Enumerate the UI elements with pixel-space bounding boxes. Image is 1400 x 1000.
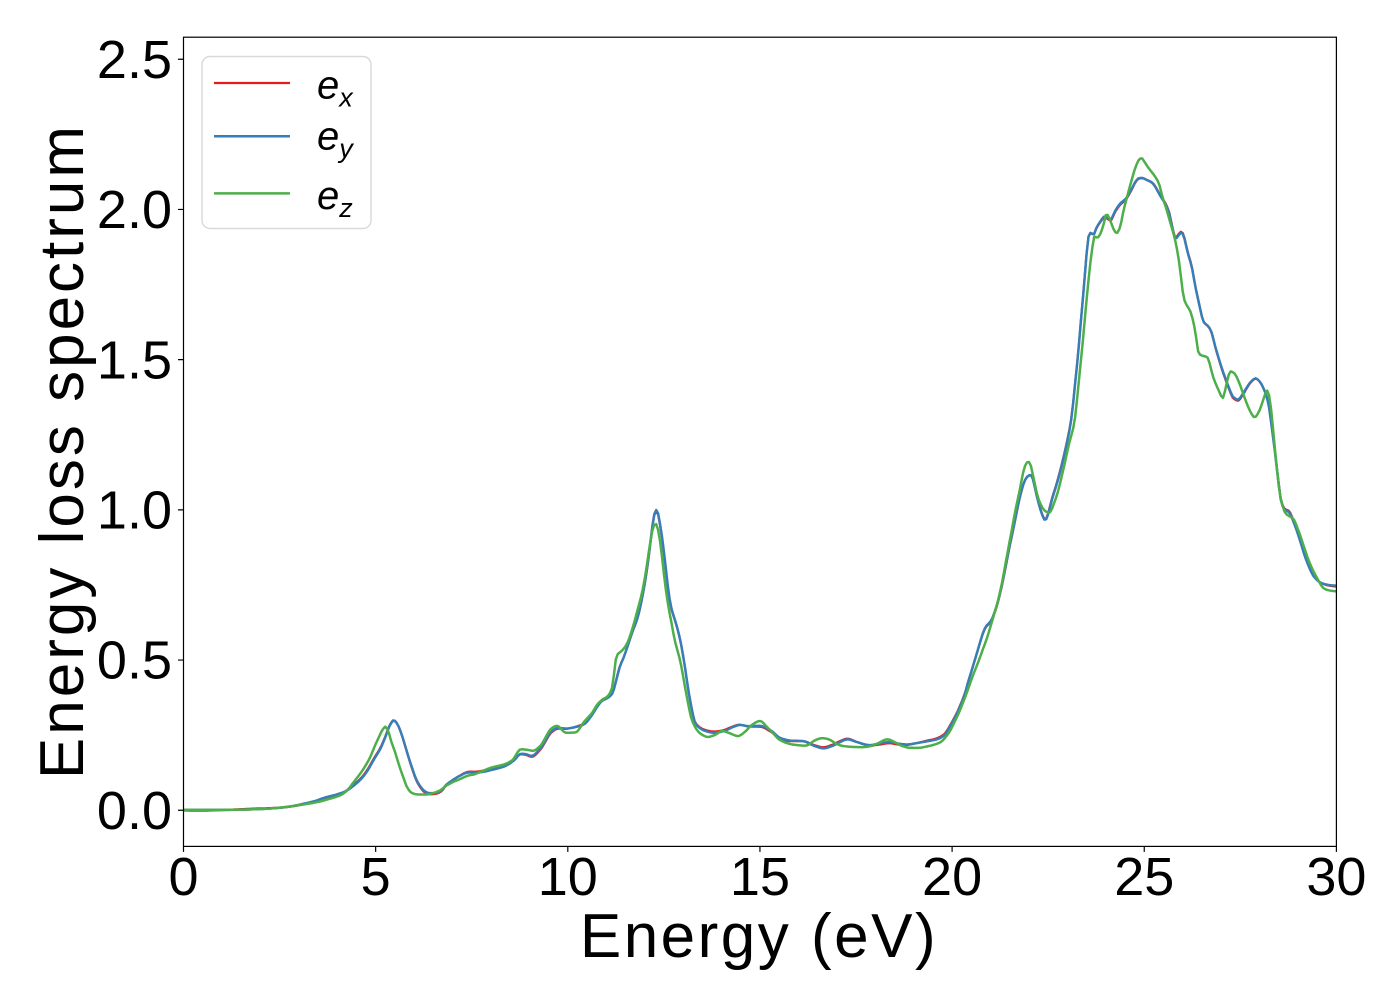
svg-text:0.5: 0.5	[97, 631, 172, 691]
svg-text:Energy (eV): Energy (eV)	[580, 902, 938, 971]
svg-text:5: 5	[361, 847, 391, 907]
svg-text:0: 0	[168, 847, 198, 907]
svg-text:2.5: 2.5	[97, 30, 172, 90]
svg-text:ey: ey	[317, 114, 354, 163]
svg-text:15: 15	[730, 847, 790, 907]
svg-text:2.0: 2.0	[97, 180, 172, 240]
svg-text:20: 20	[922, 847, 982, 907]
svg-text:1.0: 1.0	[97, 480, 172, 540]
svg-text:30: 30	[1306, 847, 1366, 907]
svg-text:Energy loss spectrum: Energy loss spectrum	[28, 123, 97, 779]
svg-text:0.0: 0.0	[97, 781, 172, 841]
svg-text:1.5: 1.5	[97, 330, 172, 390]
svg-text:25: 25	[1114, 847, 1174, 907]
svg-text:10: 10	[538, 847, 598, 907]
